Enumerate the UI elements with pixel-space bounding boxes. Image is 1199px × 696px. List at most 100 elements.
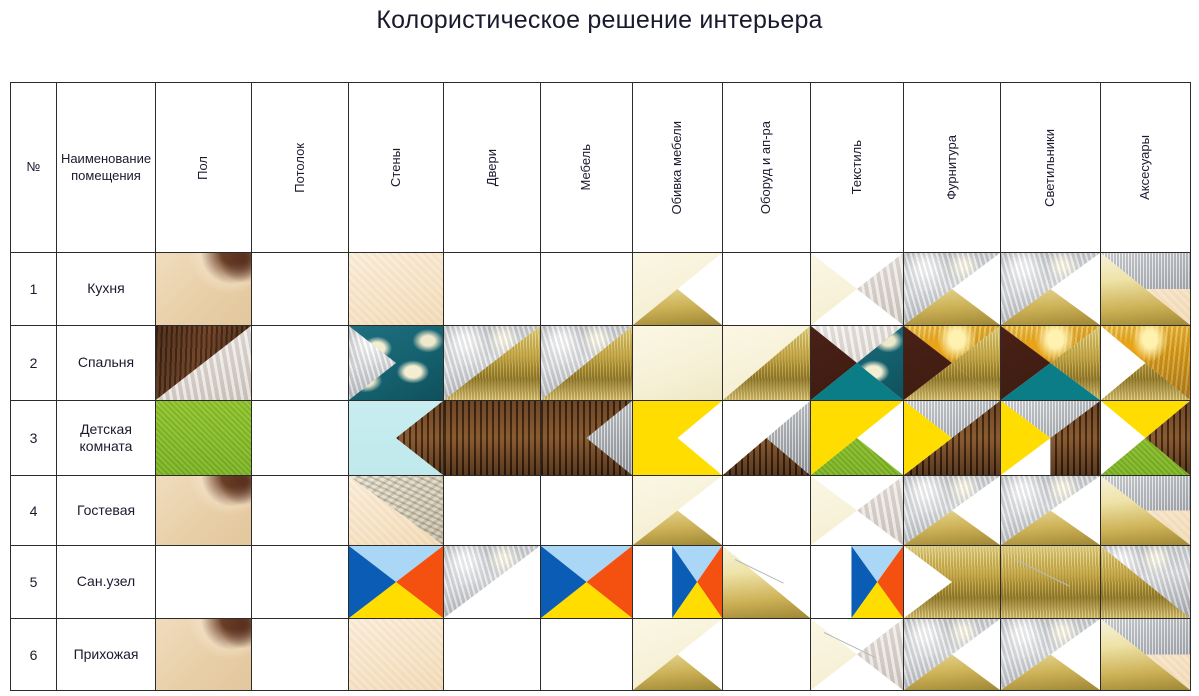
swatch-cell-furniture[interactable] <box>540 400 633 476</box>
swatch-lamps <box>1001 401 1100 475</box>
swatch-cell-lamps[interactable] <box>1000 252 1101 326</box>
page-title: Колористическое решение интерьера <box>376 6 823 34</box>
swatch-cell-furniture[interactable] <box>540 325 633 401</box>
swatch-cell-walls[interactable] <box>348 545 444 619</box>
swatch-textile <box>811 619 903 690</box>
swatch-cell-walls[interactable] <box>348 252 444 326</box>
swatch-cell-accessories[interactable] <box>1100 400 1191 476</box>
swatch-cell-floor[interactable] <box>155 325 252 401</box>
swatch-cell-textile[interactable] <box>810 618 904 691</box>
row-number: 3 <box>10 400 57 476</box>
swatch-cell-lamps[interactable] <box>1000 325 1101 401</box>
header-row: № Наименование помещения Пол Потолок Стены Дв… <box>10 82 1191 253</box>
column-header-label: Обивка мебели <box>669 120 685 215</box>
column-header-label: Оборуд и ап-ра <box>758 120 774 215</box>
column-header-label: Фурнитура <box>943 135 959 200</box>
swatch-cell-doors[interactable] <box>443 400 541 476</box>
table-row: 6 Прихожая <box>10 618 1191 691</box>
swatch-cell-equipment[interactable] <box>722 545 811 619</box>
swatch-cell-floor[interactable] <box>155 252 252 326</box>
swatch-cell-equipment[interactable] <box>722 325 811 401</box>
swatch-cell-equipment[interactable] <box>722 252 811 326</box>
swatch-cell-upholstery[interactable] <box>632 618 723 691</box>
swatch-cell-ceiling[interactable] <box>251 325 349 401</box>
room-name: Кухня <box>56 252 156 326</box>
swatch-cell-accessories[interactable] <box>1100 325 1191 401</box>
swatch-cell-textile[interactable] <box>810 325 904 401</box>
swatch-cell-doors[interactable] <box>443 618 541 691</box>
swatch-cell-doors[interactable] <box>443 545 541 619</box>
swatch-cell-walls[interactable] <box>348 475 444 546</box>
column-header-num: № <box>10 82 57 253</box>
swatch-cell-textile[interactable] <box>810 475 904 546</box>
swatch-cell-doors[interactable] <box>443 475 541 546</box>
room-name: Детская комната <box>56 400 156 476</box>
column-header-upholstery: Обивка мебели <box>632 82 723 253</box>
swatch-cell-upholstery[interactable] <box>632 545 723 619</box>
swatch-hardware <box>904 476 1000 545</box>
table-row: 2 Спальня <box>10 325 1191 401</box>
swatch-cell-ceiling[interactable] <box>251 475 349 546</box>
row-number: 1 <box>10 252 57 326</box>
swatch-cell-textile[interactable] <box>810 252 904 326</box>
room-name: Сан.узел <box>56 545 156 619</box>
swatch-cell-lamps[interactable] <box>1000 618 1101 691</box>
swatch-cell-furniture[interactable] <box>540 618 633 691</box>
column-header-label: Двери <box>483 148 499 187</box>
swatch-cell-accessories[interactable] <box>1100 252 1191 326</box>
swatch-floor <box>156 326 251 400</box>
swatch-cell-ceiling[interactable] <box>251 618 349 691</box>
swatch-cell-accessories[interactable] <box>1100 475 1191 546</box>
swatch-cell-hardware[interactable] <box>903 545 1001 619</box>
swatch-cell-textile[interactable] <box>810 400 904 476</box>
swatch-cell-ceiling[interactable] <box>251 400 349 476</box>
swatch-cell-hardware[interactable] <box>903 400 1001 476</box>
swatch-cell-doors[interactable] <box>443 252 541 326</box>
column-header-walls: Стены <box>348 82 444 253</box>
swatch-cell-upholstery[interactable] <box>632 325 723 401</box>
swatch-cell-hardware[interactable] <box>903 325 1001 401</box>
swatch-cell-textile[interactable] <box>810 545 904 619</box>
swatch-cell-upholstery[interactable] <box>632 400 723 476</box>
swatch-cell-accessories[interactable] <box>1100 545 1191 619</box>
row-number: 5 <box>10 545 57 619</box>
swatch-cell-accessories[interactable] <box>1100 618 1191 691</box>
swatch-walls <box>349 619 443 690</box>
swatch-segment <box>349 619 443 690</box>
swatch-cell-upholstery[interactable] <box>632 475 723 546</box>
swatch-floor <box>156 401 251 475</box>
swatch-doors <box>444 401 540 475</box>
swatch-cell-floor[interactable] <box>155 618 252 691</box>
swatch-cell-lamps[interactable] <box>1000 545 1101 619</box>
swatch-segment <box>444 401 540 475</box>
swatch-cell-furniture[interactable] <box>540 252 633 326</box>
swatch-segment <box>723 546 810 618</box>
swatch-equipment <box>723 401 810 475</box>
swatch-cell-ceiling[interactable] <box>251 545 349 619</box>
swatch-accessories <box>1101 619 1190 690</box>
swatch-cell-walls[interactable] <box>348 325 444 401</box>
swatch-cell-walls[interactable] <box>348 400 444 476</box>
swatch-cell-upholstery[interactable] <box>632 252 723 326</box>
swatch-cell-walls[interactable] <box>348 618 444 691</box>
swatch-cell-furniture[interactable] <box>540 545 633 619</box>
swatch-cell-equipment[interactable] <box>722 475 811 546</box>
swatch-cell-equipment[interactable] <box>722 400 811 476</box>
swatch-cell-ceiling[interactable] <box>251 252 349 326</box>
column-header-floor: Пол <box>155 82 252 253</box>
swatch-cell-furniture[interactable] <box>540 475 633 546</box>
swatch-cell-floor[interactable] <box>155 400 252 476</box>
swatch-cell-equipment[interactable] <box>722 618 811 691</box>
swatch-cell-floor[interactable] <box>155 545 252 619</box>
swatch-cell-hardware[interactable] <box>903 252 1001 326</box>
swatch-cell-doors[interactable] <box>443 325 541 401</box>
swatch-segment <box>349 253 443 325</box>
swatch-cell-lamps[interactable] <box>1000 475 1101 546</box>
swatch-segment <box>156 619 251 690</box>
swatch-cell-hardware[interactable] <box>903 475 1001 546</box>
swatch-cell-hardware[interactable] <box>903 618 1001 691</box>
swatch-cell-lamps[interactable] <box>1000 400 1101 476</box>
swatch-cell-floor[interactable] <box>155 475 252 546</box>
table-row: 1 Кухня <box>10 252 1191 326</box>
table-row: 5 Сан.узел <box>10 545 1191 619</box>
